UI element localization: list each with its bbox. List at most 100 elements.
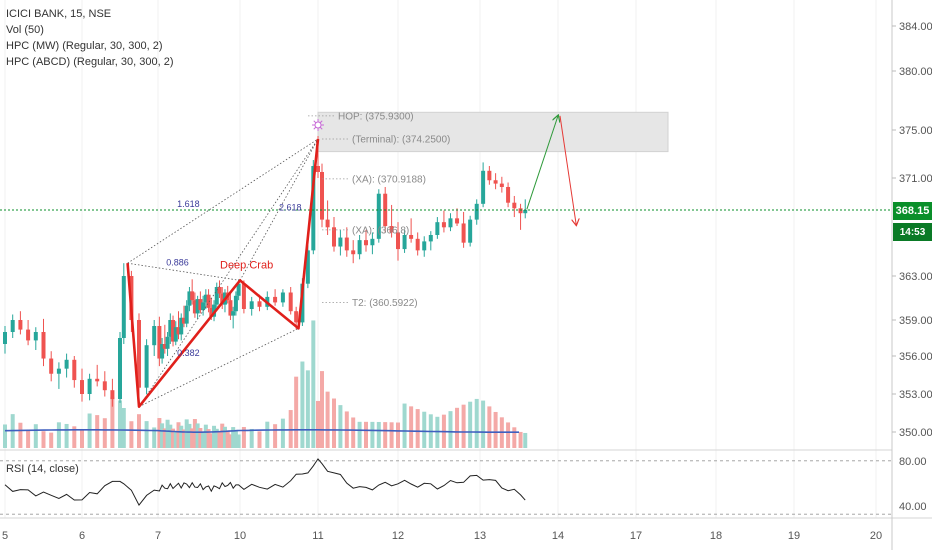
candle-body: [396, 232, 400, 250]
candle-body: [499, 183, 504, 187]
fib-leg: [138, 138, 319, 407]
time-tick-label: 17: [630, 530, 642, 542]
candle-body: [118, 338, 122, 400]
rsi-line: [4, 458, 526, 507]
price-tick-label: 350.00: [899, 427, 932, 439]
price-tick-label: 380.00: [899, 66, 932, 78]
volume-bar: [435, 416, 440, 448]
volume-bar: [203, 424, 208, 448]
annotation-text: (Terminal): (374.2500): [352, 135, 450, 146]
volume-bar: [236, 434, 241, 448]
legend-hpc-abcd: HPC (ABCD) (Regular, 30, 300, 2): [6, 56, 174, 68]
volume-bar: [198, 427, 203, 448]
time-tick-label: 5: [2, 530, 8, 542]
countdown-tag: 14:53: [893, 223, 932, 241]
candle-body: [217, 287, 222, 294]
candle-body: [102, 381, 107, 391]
candle-body: [389, 226, 394, 233]
candle-body: [228, 300, 233, 316]
candle-body: [506, 186, 511, 203]
candle-body: [441, 222, 446, 228]
candle-body: [49, 358, 54, 374]
volume-bar: [144, 421, 149, 448]
price-tick-label: 356.00: [899, 351, 932, 363]
volume-bar: [273, 424, 278, 448]
volume-bar: [95, 415, 100, 448]
annotation-text: T2: (360.5922): [352, 298, 418, 309]
volume-bar: [214, 428, 219, 448]
volume-bar: [415, 409, 420, 448]
volume-bar: [300, 361, 305, 448]
volume-bar: [225, 430, 230, 448]
candle-body: [236, 283, 241, 296]
volume-bar: [87, 413, 92, 448]
volume-bar: [171, 428, 176, 448]
prz-zone: [317, 111, 669, 153]
pattern-legs: [126, 138, 320, 408]
candle-body: [173, 327, 178, 342]
volume-bar: [206, 429, 211, 448]
candle-body: [56, 368, 61, 374]
volume-bar: [422, 411, 427, 448]
candle-body: [181, 317, 186, 324]
candle-body: [72, 359, 77, 381]
volume-bar: [201, 432, 206, 448]
candle-body: [344, 237, 349, 251]
candle-body: [332, 227, 336, 247]
volume-bar: [383, 422, 388, 448]
candle-body: [95, 378, 100, 382]
volume-bar: [481, 400, 486, 448]
volume-bar: [233, 430, 238, 448]
legend-symbol: ICICI BANK, 15, NSE: [6, 8, 112, 20]
candle-body: [316, 166, 320, 172]
volume-bar: [461, 404, 466, 448]
candle-body: [201, 302, 206, 311]
candle-body: [523, 210, 528, 214]
volume-bar: [523, 432, 528, 448]
volume-bar: [455, 407, 460, 448]
price-tick-label: 359.00: [899, 315, 932, 327]
volume-bar: [512, 427, 517, 448]
volume-bar: [376, 421, 381, 448]
candle-body: [160, 344, 165, 359]
candle-body: [402, 234, 407, 250]
volume-bar: [160, 423, 165, 448]
volume-bar: [409, 406, 414, 448]
price-tick-label: 353.00: [899, 389, 932, 401]
candle-body: [162, 344, 167, 349]
annotation-text: (XA): (366.8): [352, 225, 409, 236]
candles: [0, 136, 892, 407]
candle-body: [518, 208, 523, 214]
volume-bar: [518, 431, 523, 448]
candle-body: [338, 237, 343, 247]
terminal-star: [314, 121, 322, 129]
candle-body: [87, 378, 92, 394]
candle-body: [137, 320, 141, 388]
candle-body: [203, 294, 208, 303]
time-tick-label: 6: [79, 530, 85, 542]
volume-bar: [474, 398, 479, 448]
candle-body: [209, 307, 214, 317]
candle-body: [3, 332, 7, 344]
volume-bar: [396, 422, 400, 448]
projection-up-arrow: [526, 116, 558, 210]
volume-bar: [320, 371, 324, 448]
candle-body: [435, 222, 440, 235]
volume-bar: [332, 398, 336, 448]
volume-bar: [157, 418, 162, 448]
volume-bar: [110, 396, 115, 448]
candle-body: [415, 238, 420, 251]
fib-leg: [127, 262, 241, 281]
volume-bar: [228, 434, 233, 448]
candle-body: [33, 332, 38, 341]
fib-leg: [127, 138, 319, 264]
candle-body: [41, 332, 46, 359]
candle-body: [176, 327, 181, 335]
volume-bar: [294, 376, 299, 448]
volume-bar: [448, 411, 453, 448]
candle-body: [171, 320, 176, 342]
annotation-text: HOP: (375.9300): [338, 111, 414, 122]
volume-bar: [493, 411, 498, 448]
pattern-label: Deep Crab: [220, 259, 273, 271]
